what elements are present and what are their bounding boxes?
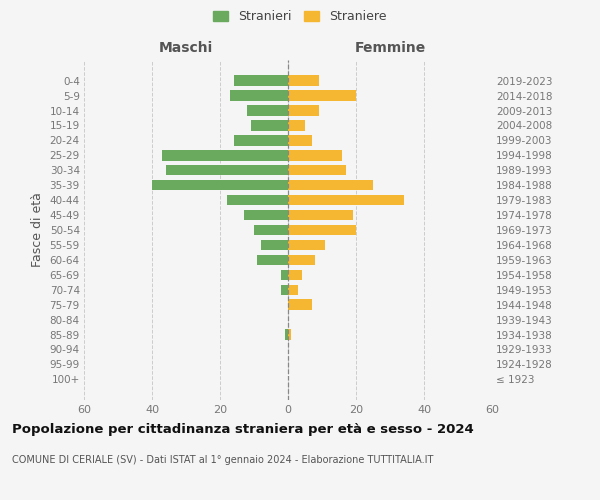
Bar bbox=[233, 76, 288, 86]
Bar bbox=[247, 106, 288, 116]
Bar bbox=[162, 150, 288, 160]
Bar bbox=[288, 90, 356, 101]
Bar bbox=[288, 225, 356, 235]
Y-axis label: Fasce di età: Fasce di età bbox=[31, 192, 44, 268]
Bar bbox=[244, 210, 288, 220]
Bar bbox=[251, 120, 288, 130]
Text: Popolazione per cittadinanza straniera per età e sesso - 2024: Popolazione per cittadinanza straniera p… bbox=[12, 422, 474, 436]
Bar bbox=[288, 180, 373, 190]
Bar bbox=[288, 135, 312, 145]
Bar bbox=[288, 330, 292, 340]
Bar bbox=[261, 240, 288, 250]
Bar bbox=[288, 254, 315, 265]
Bar bbox=[288, 106, 319, 116]
Bar bbox=[288, 195, 404, 205]
Bar bbox=[288, 120, 305, 130]
Bar bbox=[166, 165, 288, 175]
Bar bbox=[288, 165, 346, 175]
Text: COMUNE DI CERIALE (SV) - Dati ISTAT al 1° gennaio 2024 - Elaborazione TUTTITALIA: COMUNE DI CERIALE (SV) - Dati ISTAT al 1… bbox=[12, 455, 433, 465]
Bar bbox=[254, 225, 288, 235]
Bar bbox=[288, 270, 302, 280]
Text: Femmine: Femmine bbox=[355, 41, 425, 55]
Bar bbox=[230, 90, 288, 101]
Bar bbox=[288, 300, 312, 310]
Legend: Stranieri, Straniere: Stranieri, Straniere bbox=[209, 6, 391, 26]
Bar bbox=[233, 135, 288, 145]
Bar bbox=[227, 195, 288, 205]
Bar bbox=[281, 284, 288, 295]
Bar bbox=[281, 270, 288, 280]
Bar bbox=[288, 210, 353, 220]
Bar bbox=[288, 240, 325, 250]
Bar bbox=[288, 284, 298, 295]
Bar bbox=[288, 76, 319, 86]
Bar bbox=[257, 254, 288, 265]
Bar bbox=[152, 180, 288, 190]
Bar bbox=[284, 330, 288, 340]
Text: Maschi: Maschi bbox=[159, 41, 213, 55]
Bar bbox=[288, 150, 343, 160]
